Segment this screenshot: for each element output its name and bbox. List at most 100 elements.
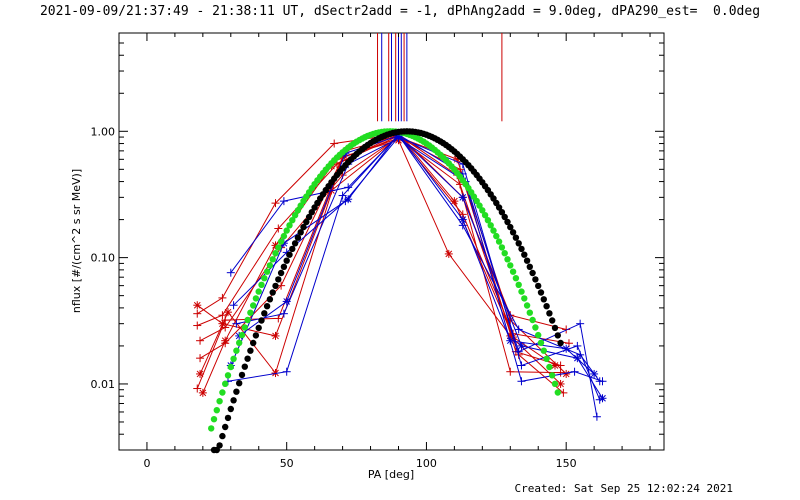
series-9 (224, 130, 607, 386)
model-dot (250, 302, 257, 309)
model-dot (537, 289, 545, 296)
model-dot (252, 295, 260, 302)
model-dot (518, 245, 525, 253)
y-tick-label: 0.01 (91, 378, 116, 391)
model-dot (258, 317, 265, 324)
model-dot (498, 209, 506, 216)
model-dot (213, 407, 220, 414)
model-dot (297, 202, 304, 209)
data-point (573, 341, 582, 350)
data-point (221, 336, 230, 345)
x-tick-label: 0 (143, 457, 150, 470)
model-dot (504, 256, 511, 263)
model-dot (521, 251, 528, 258)
model-dot (263, 268, 271, 275)
model-dot (532, 324, 539, 331)
model-dot (275, 276, 282, 283)
model-dot (523, 302, 531, 309)
model-dot (286, 251, 293, 258)
model-dot (551, 380, 559, 387)
model-dot (507, 223, 514, 231)
model-dot (300, 223, 307, 231)
x-axis-label: PA [deg] (368, 468, 414, 481)
model-curve-1 (210, 128, 564, 454)
data-point (517, 361, 526, 370)
data-point (514, 325, 523, 334)
model-dot (507, 262, 514, 269)
model-dot (535, 331, 542, 339)
model-dot (227, 363, 234, 371)
model-dot (484, 217, 492, 224)
model-dot (529, 269, 536, 277)
model-dot (504, 218, 511, 226)
model-dot (291, 240, 299, 247)
model-dot (289, 245, 296, 253)
model-dot (515, 281, 522, 288)
model-dot (294, 234, 302, 241)
model-dot (529, 316, 536, 324)
model-dot (219, 389, 226, 396)
data-point (444, 249, 453, 258)
model-dot (289, 217, 296, 224)
model-dot (224, 414, 232, 422)
model-dot (487, 222, 494, 229)
data-point (562, 325, 571, 334)
model-dot (269, 289, 276, 296)
model-dot (261, 275, 268, 282)
data-point (196, 336, 205, 345)
model-dot (305, 213, 313, 221)
model-dot (247, 347, 254, 354)
created-timestamp: Created: Sat Sep 25 12:02:24 2021 (514, 482, 733, 495)
data-point (458, 215, 467, 224)
model-dot (238, 371, 246, 379)
data-point (274, 224, 283, 233)
data-point (598, 377, 607, 386)
model-dot (501, 213, 508, 221)
model-dot (495, 238, 503, 245)
data-point (450, 197, 459, 206)
x-tick-label: 150 (556, 457, 577, 470)
series-line (238, 135, 603, 399)
series-12 (235, 131, 607, 403)
model-dot (250, 339, 257, 347)
data-point (196, 369, 205, 378)
data-point (232, 319, 241, 328)
model-dot (272, 250, 279, 257)
x-axis: 0 50 100 150 (143, 33, 651, 470)
model-dot (244, 355, 251, 362)
model-dot (222, 380, 229, 387)
data-point (506, 336, 515, 345)
x-tick-label: 50 (280, 457, 294, 470)
model-dot (241, 363, 248, 370)
data-point (556, 368, 565, 377)
model-dot (266, 296, 274, 303)
data-point (229, 301, 238, 310)
data-point (551, 361, 559, 370)
model-curve-0 (208, 128, 561, 432)
model-dot (303, 218, 310, 226)
data-point (506, 367, 515, 376)
data-point (517, 341, 526, 350)
data-point (271, 199, 280, 208)
data-point (271, 331, 280, 340)
model-dot (277, 269, 285, 277)
y-axis-label: nflux [#/(cm^2 s sr MeV)] (70, 169, 83, 313)
model-dot (498, 244, 506, 251)
data-point (193, 309, 202, 318)
model-dot (255, 324, 262, 332)
series-13 (226, 130, 599, 378)
model-dot (546, 363, 553, 371)
model-dot (247, 309, 254, 316)
data-point (196, 354, 205, 363)
data-point (517, 377, 526, 386)
model-dot (515, 240, 522, 247)
model-dot (216, 442, 223, 449)
model-dot (266, 262, 274, 269)
model-dot (549, 317, 556, 324)
model-dot (512, 234, 520, 241)
model-dot (210, 416, 218, 423)
model-dot (554, 332, 561, 339)
data-point (282, 367, 291, 376)
